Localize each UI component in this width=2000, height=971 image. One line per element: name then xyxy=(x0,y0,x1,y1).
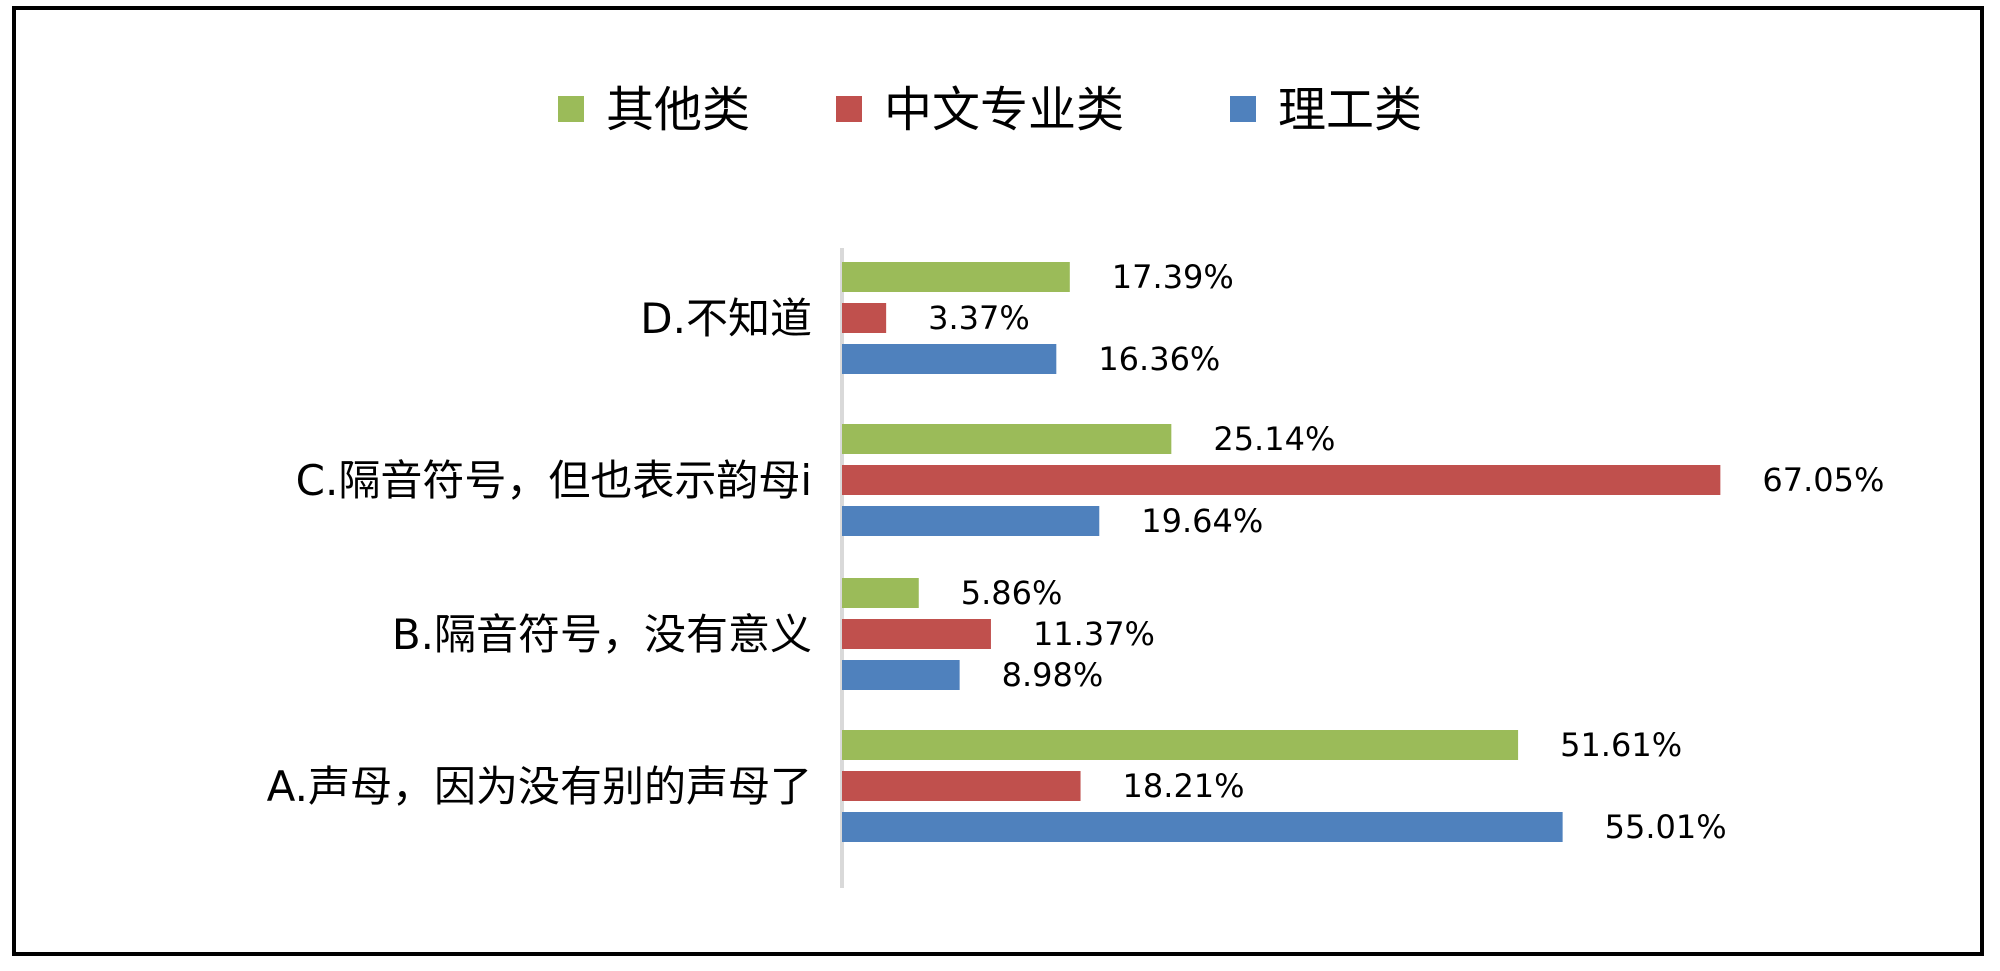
value-label-1-3: 3.37% xyxy=(928,299,1030,337)
bar-2-1 xyxy=(842,660,960,690)
value-label-0-2: 25.14% xyxy=(1213,420,1335,458)
value-label-0-0: 51.61% xyxy=(1560,726,1682,764)
legend-swatch-0 xyxy=(558,96,584,122)
value-labels: 51.61% 18.21% 55.01% 5.86%11.37%8.98% 25.14%… xyxy=(928,258,1884,846)
chart-svg: 其他类 中文专业类 理工类 A.声母，因为没有别的声母了 B.隔音符号，没有意义 C.隔… xyxy=(267,82,1884,888)
category-label-1: B.隔音符号，没有意义 xyxy=(392,610,812,659)
bar-0-3 xyxy=(842,262,1070,292)
legend-swatch-1 xyxy=(836,96,862,122)
bar-1-1 xyxy=(842,619,991,649)
legend-label-2: 理工类 xyxy=(1278,82,1422,138)
bar-0-2 xyxy=(842,424,1172,454)
bars xyxy=(842,262,1721,842)
bar-0-1 xyxy=(842,578,919,608)
category-label-0: A.声母，因为没有别的声母了 xyxy=(267,762,812,811)
legend-label-1: 中文专业类 xyxy=(884,82,1124,138)
legend-label-0: 其他类 xyxy=(606,82,750,138)
bar-2-3 xyxy=(842,344,1057,374)
legend: 其他类 中文专业类 理工类 xyxy=(558,82,1422,138)
value-label-2-3: 16.36% xyxy=(1098,340,1220,378)
chart-frame: 其他类 中文专业类 理工类 A.声母，因为没有别的声母了 B.隔音符号，没有意义 C.隔… xyxy=(12,6,1984,956)
bar-0-0 xyxy=(842,730,1519,760)
bar-1-3 xyxy=(842,303,887,333)
category-label-3: D.不知道 xyxy=(640,294,812,343)
value-label-1-1: 11.37% xyxy=(1033,615,1155,653)
value-label-2-2: 19.64% xyxy=(1141,502,1263,540)
value-label-2-1: 8.98% xyxy=(1002,656,1104,694)
bar-1-0 xyxy=(842,771,1081,801)
bar-2-2 xyxy=(842,506,1100,536)
category-labels: A.声母，因为没有别的声母了 B.隔音符号，没有意义 C.隔音符号，但也表示韵母i D… xyxy=(267,294,812,811)
legend-swatch-2 xyxy=(1230,96,1256,122)
bar-2-0 xyxy=(842,812,1563,842)
value-label-1-0: 18.21% xyxy=(1123,767,1245,805)
value-label-0-1: 5.86% xyxy=(961,574,1063,612)
value-label-1-2: 67.05% xyxy=(1762,461,1884,499)
category-label-2: C.隔音符号，但也表示韵母i xyxy=(296,456,812,505)
value-label-0-3: 17.39% xyxy=(1112,258,1234,296)
value-label-2-0: 55.01% xyxy=(1605,808,1727,846)
bar-1-2 xyxy=(842,465,1721,495)
